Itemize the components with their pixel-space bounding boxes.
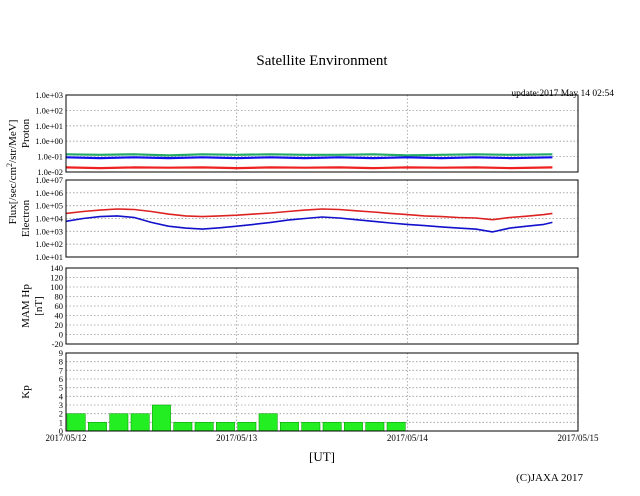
mag-y-tick-label: 0: [59, 330, 63, 340]
kp-bar: [237, 421, 257, 432]
proton-frame: [65, 94, 579, 173]
proton-y-tick-label: 1.0e+01: [35, 121, 63, 131]
proton-y-tick-label: 1.0e-01: [37, 152, 63, 162]
electron-panel: 1.0e+07 1.0e+06 1.0e+05 1.0e+04 1.0e+03 1.0e+…: [20, 175, 579, 262]
x-tick-label: 2017/05/13: [216, 433, 258, 443]
chart-title: Satellite Environment: [256, 53, 388, 69]
mag-panel-label: MAM Hp: [20, 284, 32, 328]
electron-y-tick-label: 1.0e+01: [35, 252, 63, 262]
kp-bar: [88, 421, 107, 432]
proton-panel: 1.0e+03 1.0e+02 1.0e+01 1.0e+00 1.0e-01 1.0e-…: [20, 90, 579, 177]
electron-y-tick-label: 1.0e+05: [35, 201, 63, 211]
proton-panel-label: Proton: [20, 118, 32, 148]
update-timestamp: update:2017 May 14 02:54: [511, 89, 614, 99]
kp-y-tick-label: 4: [59, 391, 64, 401]
kp-bar: [258, 413, 278, 432]
x-tick-label: 2017/05/12: [45, 433, 86, 443]
mag-y-tick-label: 140: [50, 263, 63, 273]
electron-y-tick-label: 1.0e+07: [35, 175, 63, 185]
kp-y-tick-label: 7: [59, 365, 63, 375]
kp-bar: [173, 421, 193, 432]
x-tick-label: 2017/05/15: [557, 433, 599, 443]
kp-bar: [109, 413, 129, 432]
electron-frame: [65, 179, 579, 258]
kp-bar: [301, 421, 321, 432]
kp-y-tick-label: 5: [59, 383, 63, 393]
x-tick-label: 2017/05/14: [387, 433, 429, 443]
proton-y-tick-label: 1.0e+02: [35, 105, 63, 115]
electron-y-tick-label: 1.0e+06: [35, 188, 63, 198]
kp-bar: [322, 421, 342, 432]
kp-bar: [152, 404, 171, 432]
electron-panel-label: Electron: [20, 199, 32, 237]
mag-y-tick-label: 40: [55, 311, 64, 321]
proton-y-tick-label: 1.0e+03: [35, 90, 63, 100]
mag-y-tick-label: 60: [55, 301, 64, 311]
kp-y-tick-label: 1: [59, 417, 63, 427]
mag-y-tick-label: 100: [50, 282, 63, 292]
kp-y-tick-label: 9: [59, 348, 63, 358]
kp-bar: [130, 413, 150, 432]
mag-y-tick-label: 20: [55, 320, 64, 330]
proton-y-tick-label: 1.0e+00: [35, 136, 63, 146]
kp-bar: [194, 421, 214, 432]
kp-frame: [65, 352, 579, 432]
electron-y-tick-label: 1.0e+03: [35, 226, 63, 236]
proton-series-high-band: [65, 153, 553, 157]
flux-axis-title: Flux[/sec/cm2/str/MeV]: [5, 120, 19, 225]
electron-series-low-energy-flux: [65, 215, 553, 233]
electron-y-tick-label: 1.0e+04: [35, 214, 63, 224]
kp-y-tick-label: 3: [59, 400, 63, 410]
proton-series-mid-band: [65, 156, 553, 160]
proton-y-tick-label: 1.0e-02: [37, 167, 63, 177]
electron-series-high-energy-flux: [65, 208, 553, 221]
kp-y-tick-label: 6: [59, 374, 63, 384]
kp-bar: [216, 421, 235, 432]
mag-y-tick-label: 120: [50, 273, 63, 283]
mag-frame: [65, 267, 579, 345]
mag-y-tick-label: -20: [52, 339, 63, 349]
kp-y-tick-label: 2: [59, 409, 63, 419]
kp-bar: [386, 421, 406, 432]
kp-bar: [343, 421, 363, 432]
panels-group: 1.0e+03 1.0e+02 1.0e+01 1.0e+00 1.0e-01 1.0e-…: [20, 90, 579, 436]
proton-series-low-band: [65, 166, 553, 170]
electron-y-tick-label: 1.0e+02: [35, 239, 63, 249]
kp-panel-label: Kp: [20, 385, 32, 399]
kp-bar: [365, 421, 385, 432]
kp-y-tick-label: 0: [59, 426, 63, 436]
kp-y-tick-label: 8: [59, 357, 63, 367]
x-axis-tick-labels: 2017/05/12 2017/05/13 2017/05/14 2017/05/15: [45, 433, 599, 443]
kp-bar: [279, 421, 299, 432]
x-axis-label: [UT]: [309, 449, 335, 464]
copyright-text: (C)JAXA 2017: [516, 472, 583, 484]
kp-bar: [66, 413, 86, 432]
mag-panel-unit: [nT]: [33, 296, 45, 316]
mag-y-tick-label: 80: [55, 292, 64, 302]
